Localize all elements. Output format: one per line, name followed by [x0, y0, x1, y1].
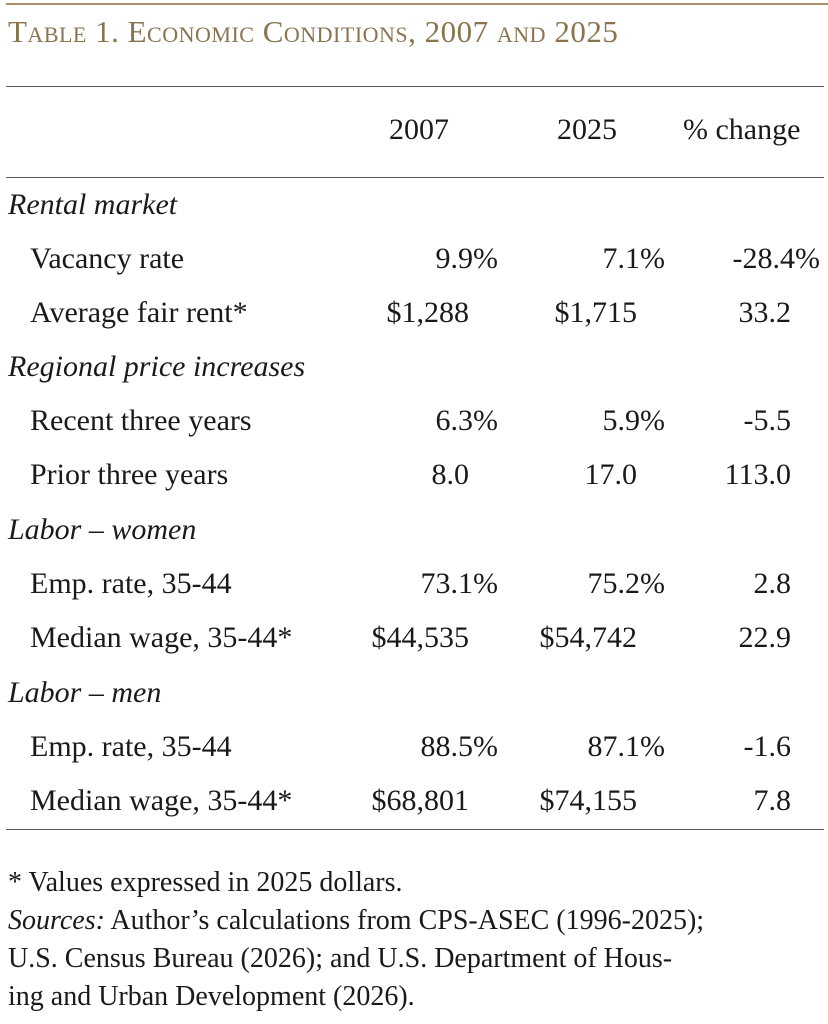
row-label: Vacancy rate: [30, 242, 185, 275]
cell-2025: $54,742: [539, 621, 638, 654]
title-top-rule: [6, 3, 828, 5]
cell-2007: 9.9%: [435, 242, 499, 275]
section-label: Labor – men: [8, 676, 162, 709]
row-label: Median wage, 35-44*: [30, 784, 293, 817]
cell-change: -1.6: [743, 730, 792, 763]
cell-2007: 6.3%: [435, 404, 499, 437]
row-label: Emp. rate, 35-44: [30, 567, 232, 600]
section-label: Labor – women: [8, 513, 197, 546]
header-bottom-rule: [6, 177, 824, 178]
cell-2007: 8.0: [431, 458, 470, 491]
column-header-2007: 2007: [389, 113, 449, 146]
row-label: Average fair rent*: [30, 296, 248, 329]
cell-change: 113.0: [724, 458, 791, 491]
cell-2007: $68,801: [371, 784, 470, 817]
cell-2007: 88.5%: [420, 730, 499, 763]
section-label: Rental market: [8, 188, 178, 221]
table-title: Table 1. Economic Conditions, 2007 and 2…: [8, 14, 619, 49]
sources-text: Author’s calculations from CPS-ASEC (199…: [104, 905, 705, 936]
cell-2025: 17.0: [584, 458, 638, 491]
cell-2025: 75.2%: [587, 567, 666, 600]
cell-2025: 5.9%: [602, 404, 666, 437]
cell-2025: $74,155: [539, 784, 638, 817]
cell-2025: 7.1%: [602, 242, 666, 275]
cell-change: 33.2: [738, 296, 792, 329]
cell-2007: $44,535: [371, 621, 470, 654]
cell-change: -5.5: [743, 404, 792, 437]
column-header-2025: 2025: [557, 113, 617, 146]
cell-2007: $1,288: [386, 296, 470, 329]
footnote: * Values expressed in 2025 dollars.: [8, 867, 403, 898]
cell-change: 7.8: [753, 784, 792, 817]
cell-change: -28.4%: [732, 242, 820, 275]
cell-2025: 87.1%: [587, 730, 666, 763]
row-label: Recent three years: [30, 404, 252, 437]
sources-label: Sources:: [8, 905, 105, 936]
sources-line-3: ing and Urban Development (2026).: [8, 981, 415, 1012]
row-label: Median wage, 35-44*: [30, 621, 293, 654]
row-label: Emp. rate, 35-44: [30, 730, 232, 763]
cell-change: 22.9: [738, 621, 792, 654]
cell-2025: $1,715: [554, 296, 638, 329]
title-bottom-rule: [6, 86, 824, 87]
sources-line-2: U.S. Census Bureau (2026); and U.S. Depa…: [8, 943, 673, 974]
row-label: Prior three years: [30, 458, 229, 491]
sources-line-1: Sources: Author’s calculations from CPS-…: [8, 902, 704, 940]
cell-change: 2.8: [753, 567, 792, 600]
section-label: Regional price increases: [8, 350, 306, 383]
table-bottom-rule: [6, 829, 824, 830]
cell-2007: 73.1%: [420, 567, 499, 600]
column-header-pct-change: % change: [683, 113, 801, 146]
